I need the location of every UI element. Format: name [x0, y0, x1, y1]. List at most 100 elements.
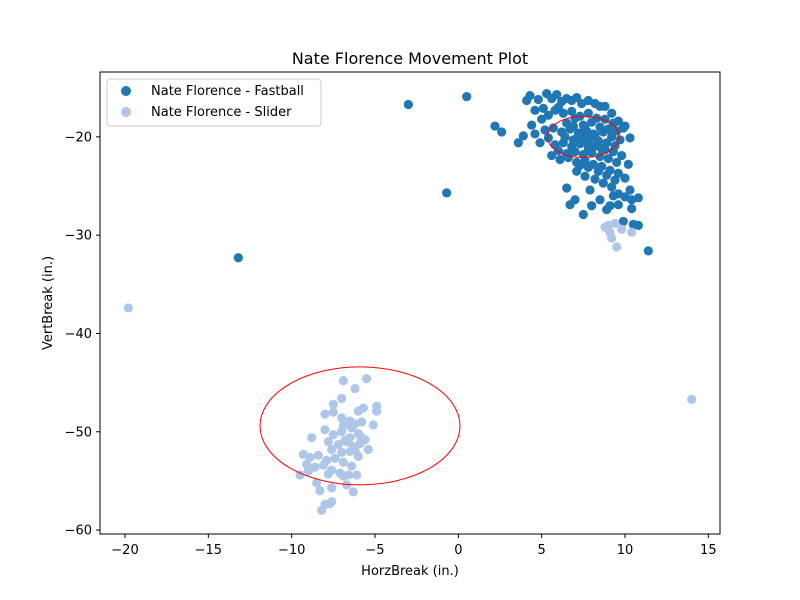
data-point [633, 193, 643, 203]
y-tick-label: −50 [65, 425, 92, 440]
data-point [580, 171, 590, 181]
data-point [600, 101, 610, 112]
data-point [585, 185, 595, 195]
data-point [540, 125, 550, 135]
data-point [302, 459, 312, 469]
data-point [358, 403, 368, 413]
data-point [568, 121, 578, 131]
data-point [338, 376, 348, 386]
data-point [588, 129, 598, 139]
data-point [555, 154, 565, 165]
data-point [560, 132, 570, 142]
data-point [357, 417, 367, 427]
data-point [330, 453, 340, 463]
legend-marker-fastball [121, 86, 131, 96]
cluster-ellipse-1 [259, 366, 461, 486]
data-point [572, 134, 582, 144]
series-slider [123, 218, 697, 516]
data-point [612, 242, 622, 252]
data-point [613, 168, 623, 178]
data-point [612, 157, 622, 168]
x-tick-label: −15 [195, 543, 222, 558]
chart-title: Nate Florence Movement Plot [292, 49, 528, 68]
data-point [548, 123, 558, 133]
data-point [337, 447, 347, 458]
x-tick-label: −5 [365, 543, 384, 558]
data-point [538, 103, 548, 113]
data-point [627, 204, 637, 214]
data-point [315, 486, 325, 496]
data-point [633, 220, 643, 230]
data-point [347, 461, 357, 471]
data-point [318, 460, 328, 470]
data-point [580, 123, 590, 133]
data-point [368, 420, 378, 430]
data-point [608, 191, 618, 201]
data-point [610, 175, 620, 185]
data-point [578, 149, 588, 160]
data-point [328, 407, 338, 417]
data-point [687, 394, 697, 404]
legend-label-fastball: Nate Florence - Fastball [151, 84, 304, 99]
data-point [597, 144, 607, 154]
data-point [617, 224, 627, 234]
data-point [543, 133, 553, 143]
data-point [603, 124, 613, 134]
data-point [605, 201, 615, 211]
data-point [352, 470, 362, 480]
data-point [610, 218, 620, 228]
data-point [348, 487, 358, 497]
data-point [552, 90, 562, 100]
data-point [442, 188, 452, 198]
data-point [490, 121, 500, 131]
data-point [462, 91, 472, 102]
data-point [307, 433, 317, 443]
data-point [625, 133, 635, 143]
data-point [643, 246, 653, 256]
data-point [623, 159, 633, 169]
data-point [543, 110, 553, 120]
data-point [547, 150, 557, 161]
data-point [313, 450, 323, 460]
data-point [320, 409, 330, 419]
data-point [327, 444, 337, 455]
legend-marker-slider [121, 107, 131, 117]
data-point [535, 138, 545, 148]
data-point [355, 431, 365, 441]
data-point [513, 138, 523, 148]
data-point [328, 399, 338, 409]
data-point [613, 200, 623, 210]
data-point [338, 457, 348, 467]
data-point [583, 162, 593, 172]
data-point [593, 166, 603, 176]
x-axis-title: HorzBreak (in.) [361, 564, 459, 579]
y-tick-label: −40 [65, 327, 92, 342]
y-axis-title: VertBreak (in.) [41, 256, 56, 350]
data-point [603, 153, 613, 164]
data-point [618, 123, 628, 133]
x-axis: −20 −15 −10 −5 0 5 10 15 [111, 534, 717, 558]
data-point [530, 105, 540, 115]
data-point [338, 471, 348, 481]
data-point [355, 438, 365, 449]
data-point [328, 430, 338, 440]
data-point [605, 227, 615, 237]
data-point [598, 178, 608, 188]
data-point [607, 108, 617, 118]
data-point [587, 117, 597, 127]
data-point [303, 466, 313, 476]
x-tick-label: −20 [111, 543, 138, 558]
annotations-layer [259, 115, 620, 486]
data-point [527, 120, 537, 130]
data-point [403, 99, 413, 110]
data-point [123, 303, 133, 313]
data-point [323, 437, 333, 447]
data-point [310, 462, 320, 472]
data-point [323, 469, 333, 479]
x-tick-label: 15 [700, 543, 717, 558]
data-point [372, 406, 382, 416]
data-point [620, 173, 630, 183]
data-point [363, 444, 373, 455]
data-point [590, 174, 600, 184]
y-axis: −60 −50 −40 −30 −20 [65, 130, 100, 539]
